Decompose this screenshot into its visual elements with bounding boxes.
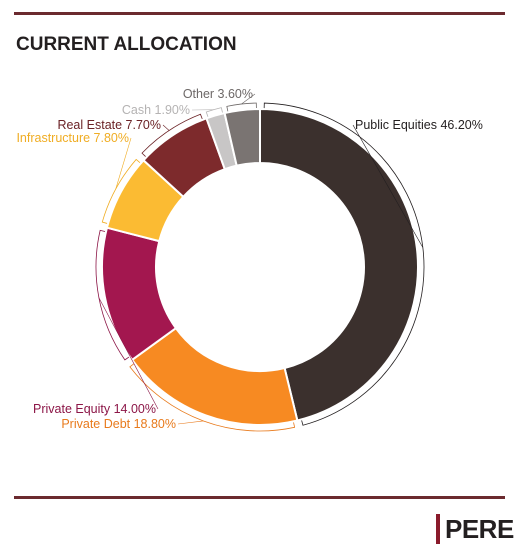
label-cash: Cash 1.90% — [122, 103, 190, 117]
chart-title: CURRENT ALLOCATION — [16, 34, 237, 55]
leader-private-debt — [177, 420, 204, 425]
label-private-equity: Private Equity 14.00% — [33, 402, 156, 416]
slice-public-equities — [259, 107, 419, 422]
leader-other — [241, 93, 256, 105]
leader-private-equity — [98, 297, 159, 410]
bracket-public-equities — [263, 102, 425, 426]
label-infrastructure: Infrastructure 7.80% — [16, 131, 129, 145]
logo-text: PERE — [445, 513, 514, 544]
label-private-debt: Private Debt 18.80% — [61, 417, 176, 431]
logo-bar — [436, 514, 440, 544]
leader-real-estate — [162, 124, 170, 131]
top-rule — [14, 12, 505, 15]
bracket-real-estate — [141, 113, 203, 157]
bottom-rule — [14, 496, 505, 499]
label-real-estate: Real Estate 7.70% — [57, 118, 161, 132]
leader-infrastructure — [115, 137, 132, 189]
bracket-infrastructure — [101, 158, 141, 224]
label-public-equities: Public Equities 46.20% — [355, 118, 483, 132]
pere-logo: PERE — [436, 513, 514, 545]
leader-public-equities — [352, 124, 424, 248]
slice-other — [223, 107, 261, 167]
label-other: Other 3.60% — [183, 87, 253, 101]
